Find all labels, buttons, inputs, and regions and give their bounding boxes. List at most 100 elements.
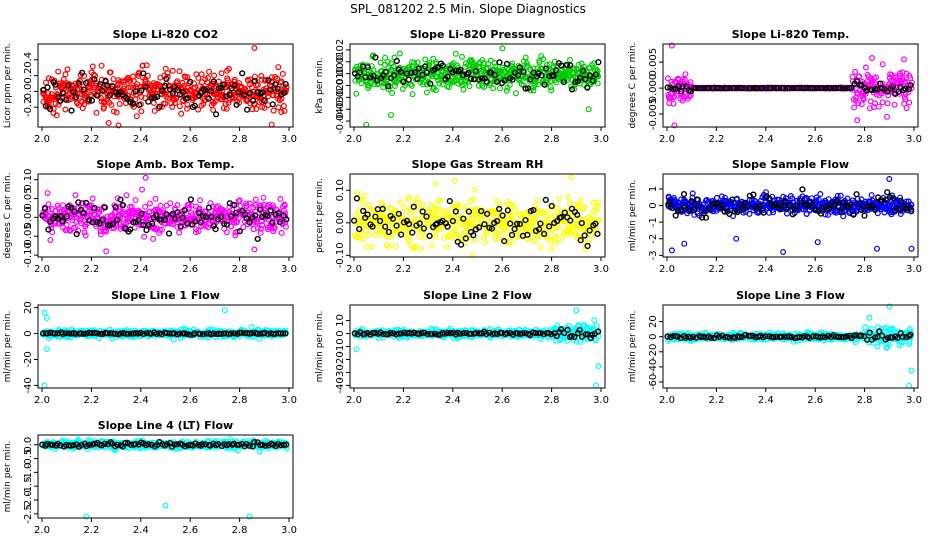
y-axis-label: ml/min per min. <box>628 180 638 252</box>
x-tick-label: 2.8 <box>857 134 873 145</box>
reference-point <box>220 81 227 88</box>
data-point <box>72 192 79 199</box>
reference-point <box>143 83 150 91</box>
x-tick-label: 2.0 <box>346 134 362 145</box>
outlier-point <box>814 239 821 246</box>
reference-point <box>426 232 433 240</box>
data-point <box>261 77 268 84</box>
reference-point <box>269 101 276 108</box>
reference-point <box>861 212 868 219</box>
reference-point <box>246 89 253 97</box>
data-point <box>218 70 225 77</box>
data-point <box>150 235 157 242</box>
reference-point <box>848 84 855 92</box>
data-points <box>351 174 603 259</box>
data-point <box>254 81 261 88</box>
data-point <box>368 243 375 250</box>
y-tick-label: 0.10 <box>335 179 346 201</box>
data-point <box>479 57 486 64</box>
reference-point <box>449 69 456 76</box>
outlier-point <box>43 315 50 322</box>
reference-point <box>400 78 407 85</box>
reference-point <box>78 69 86 76</box>
reference-point <box>44 84 51 91</box>
data-point <box>423 89 430 96</box>
data-point <box>535 81 542 88</box>
x-tick-label: 3.0 <box>281 395 297 406</box>
y-tick-label: -0.01 <box>335 73 346 99</box>
data-point <box>422 56 429 63</box>
data-point <box>868 192 875 199</box>
x-tick-label: 2.4 <box>445 134 461 145</box>
data-point <box>888 71 895 78</box>
data-point <box>389 89 396 96</box>
data-point <box>858 101 865 108</box>
data-point <box>428 242 435 249</box>
reference-point <box>594 230 601 238</box>
reference-point <box>680 191 688 198</box>
figure-title: SPL_081202 2.5 Min. Slope Diagnostics <box>350 2 586 16</box>
reference-point <box>840 85 848 92</box>
y-tick-label: -0.10 <box>335 242 346 268</box>
data-point <box>281 107 288 114</box>
reference-point <box>161 82 169 90</box>
reference-point <box>884 189 891 196</box>
reference-point <box>267 86 274 93</box>
data-point <box>206 68 213 75</box>
data-point <box>543 61 550 68</box>
reference-point <box>817 85 824 92</box>
reference-point <box>465 69 472 77</box>
data-point <box>50 105 57 112</box>
data-point <box>173 94 180 101</box>
data-point <box>278 229 285 236</box>
reference-point <box>542 65 550 72</box>
reference-point <box>698 85 705 92</box>
reference-point <box>491 71 499 79</box>
data-point <box>358 80 365 87</box>
data-point <box>132 197 139 204</box>
data-point <box>902 78 909 85</box>
reference-point <box>579 67 587 74</box>
data-point <box>176 103 183 110</box>
reference-point <box>239 70 246 77</box>
data-point <box>548 246 555 253</box>
data-point <box>687 92 694 99</box>
data-point <box>195 74 202 81</box>
x-tick-label: 2.4 <box>133 264 149 275</box>
data-point <box>480 66 487 73</box>
reference-point <box>80 86 87 93</box>
reference-point <box>82 79 90 87</box>
y-axis-label: percent per min. <box>315 178 325 253</box>
data-point <box>879 99 886 106</box>
reference-point <box>679 83 686 90</box>
data-point <box>670 100 677 107</box>
data-point <box>487 80 494 87</box>
reference-point <box>163 75 170 82</box>
reference-point <box>741 85 749 92</box>
data-point <box>452 177 459 184</box>
data-point <box>381 80 388 87</box>
outlier-point <box>733 235 740 242</box>
data-point <box>150 99 157 106</box>
data-point <box>522 54 529 61</box>
data-points <box>40 44 290 129</box>
x-tick-label: 3.0 <box>281 264 297 275</box>
x-tick-label: 2.0 <box>659 264 675 275</box>
reference-point <box>281 89 288 96</box>
outlier-point <box>221 307 228 314</box>
data-point <box>223 82 230 89</box>
x-tick-label: 2.6 <box>182 264 198 275</box>
reference-point <box>757 84 764 92</box>
data-point <box>123 192 130 199</box>
data-point <box>48 225 55 232</box>
reference-point <box>207 87 214 95</box>
data-point <box>493 197 500 204</box>
reference-point <box>59 89 67 97</box>
outlier-point <box>908 245 915 252</box>
data-point <box>105 93 112 100</box>
data-point <box>575 61 582 68</box>
reference-point <box>151 94 158 101</box>
outlier-point <box>668 247 675 254</box>
